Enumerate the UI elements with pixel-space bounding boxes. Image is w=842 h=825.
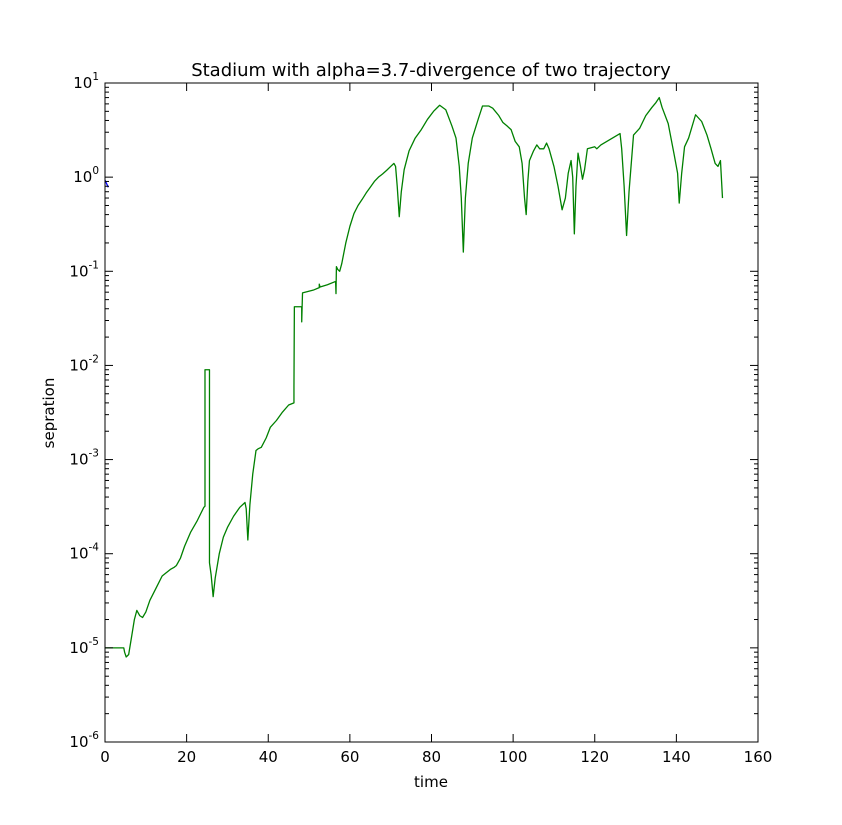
plot-frame — [104, 82, 759, 743]
y-tick-exponent: 1 — [92, 71, 99, 83]
y-tick-label: 10-4 — [69, 542, 99, 563]
tick-layer: 0 20 40 60 80 100 120 140 16010-610-510-410-310-… — [69, 71, 772, 766]
y-tick-exponent: -3 — [89, 448, 99, 460]
chart-title: Stadium with alpha=3.7-divergence of two… — [191, 60, 671, 81]
y-tick-label: 10-2 — [69, 353, 99, 374]
y-tick-label: 10-3 — [69, 448, 99, 469]
y-tick-exponent: 0 — [92, 165, 99, 177]
x-tick-label: 0 — [100, 748, 110, 766]
y-axis-label: sepration — [40, 378, 58, 449]
x-tick-label: 140 — [662, 748, 691, 766]
y-tick-base: 10 — [69, 733, 88, 751]
y-tick-base: 10 — [69, 262, 88, 280]
x-tick-label: 160 — [744, 748, 773, 766]
x-axis-label: time — [414, 773, 448, 791]
y-tick-label: 100 — [73, 165, 99, 186]
x-tick-label: 40 — [259, 748, 278, 766]
y-tick-base: 10 — [69, 356, 88, 374]
x-tick-label: 80 — [422, 748, 441, 766]
y-tick-exponent: -4 — [89, 542, 100, 554]
x-tick-label: 100 — [499, 748, 528, 766]
y-tick-base: 10 — [73, 74, 92, 92]
y-tick-label: 10-5 — [69, 636, 99, 657]
y-tick-exponent: -6 — [89, 730, 100, 742]
y-tick-base: 10 — [69, 639, 88, 657]
series-line-1 — [105, 96, 724, 658]
y-tick-exponent: -2 — [89, 353, 99, 365]
y-tick-label: 10-6 — [69, 730, 99, 751]
x-tick-label: 20 — [177, 748, 196, 766]
y-tick-base: 10 — [73, 168, 92, 186]
y-tick-exponent: -1 — [89, 259, 99, 271]
y-tick-base: 10 — [69, 451, 88, 469]
y-tick-label: 101 — [73, 71, 99, 92]
y-tick-label: 10-1 — [69, 259, 99, 280]
x-tick-label: 120 — [580, 748, 609, 766]
x-tick-label: 60 — [340, 748, 359, 766]
y-tick-base: 10 — [69, 545, 88, 563]
y-tick-exponent: -5 — [89, 636, 99, 648]
